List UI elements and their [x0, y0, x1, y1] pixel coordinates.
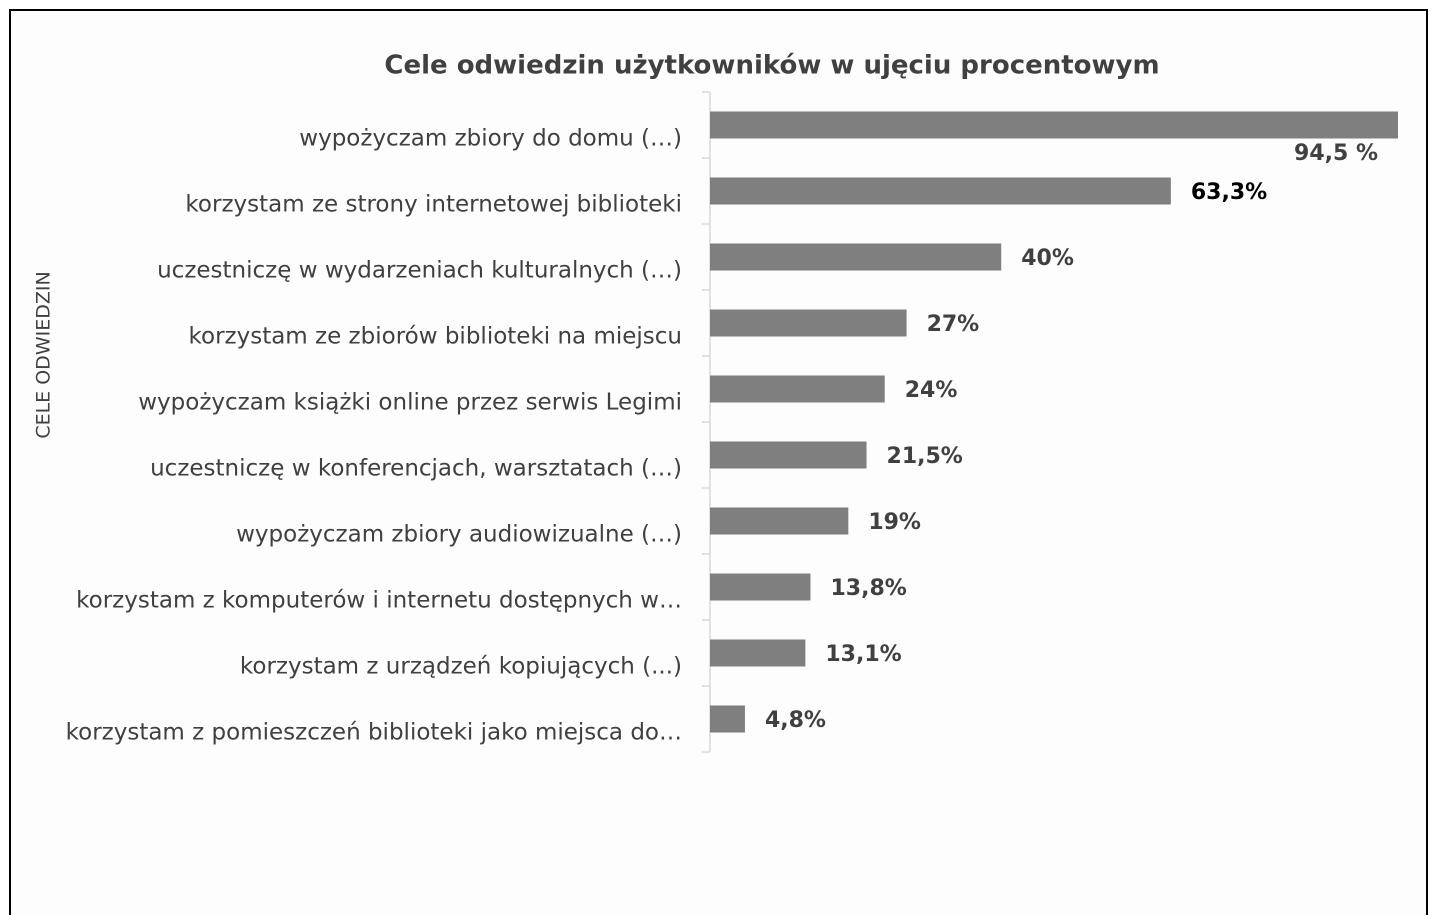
- value-label: 27%: [927, 312, 980, 337]
- bar: [710, 177, 1171, 205]
- bar: [710, 573, 811, 601]
- value-label: 19%: [868, 510, 921, 535]
- value-label: 63,3%: [1191, 180, 1267, 205]
- category-label: uczestniczę w wydarzeniach kulturalnych …: [157, 258, 682, 284]
- category-label: wypożyczam zbiory do domu (…): [299, 126, 682, 152]
- category-label: korzystam ze strony internetowej bibliot…: [185, 192, 682, 218]
- category-label: wypożyczam zbiory audiowizualne (…): [236, 522, 682, 548]
- value-label: 13,1%: [825, 642, 901, 667]
- category-label: uczestniczę w konferencjach, warsztatach…: [150, 456, 682, 482]
- bar: [710, 639, 806, 667]
- bar: [710, 309, 907, 337]
- value-label: 40%: [1021, 246, 1074, 271]
- category-label: korzystam z pomieszczeń biblioteki jako …: [66, 720, 682, 746]
- category-label: wypożyczam książki online przez serwis L…: [138, 390, 682, 416]
- bar: [710, 507, 849, 535]
- bar: [710, 375, 885, 403]
- y-axis-label: CELE ODWIEDZIN: [33, 271, 55, 438]
- value-label: 24%: [905, 378, 958, 403]
- bar: [710, 243, 1002, 271]
- category-label: korzystam z urządzeń kopiujących (...): [240, 654, 682, 680]
- value-label: 21,5%: [887, 444, 963, 469]
- chart-title: Cele odwiedzin użytkowników w ujęciu pro…: [384, 51, 1159, 81]
- value-label: 13,8%: [830, 576, 906, 601]
- value-label: 94,5 %: [1294, 141, 1378, 166]
- value-label: 4,8%: [765, 708, 826, 733]
- bar: [710, 441, 867, 469]
- bar: [710, 705, 745, 733]
- bar: [710, 111, 1398, 139]
- category-label: korzystam z komputerów i internetu dostę…: [76, 588, 682, 614]
- category-label: korzystam ze zbiorów biblioteki na miejs…: [189, 324, 683, 350]
